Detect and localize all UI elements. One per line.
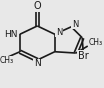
Text: N: N <box>72 20 78 29</box>
Text: N: N <box>56 28 63 37</box>
Text: N: N <box>34 59 41 68</box>
Text: Br: Br <box>78 51 89 61</box>
Text: HN: HN <box>4 30 18 39</box>
Text: CH₃: CH₃ <box>89 38 103 48</box>
Text: CH₃: CH₃ <box>0 56 14 65</box>
Text: O: O <box>33 1 41 11</box>
